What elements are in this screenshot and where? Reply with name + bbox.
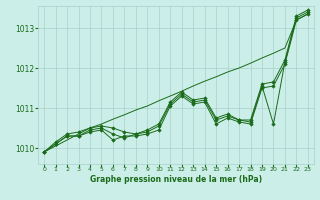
X-axis label: Graphe pression niveau de la mer (hPa): Graphe pression niveau de la mer (hPa) [90,175,262,184]
